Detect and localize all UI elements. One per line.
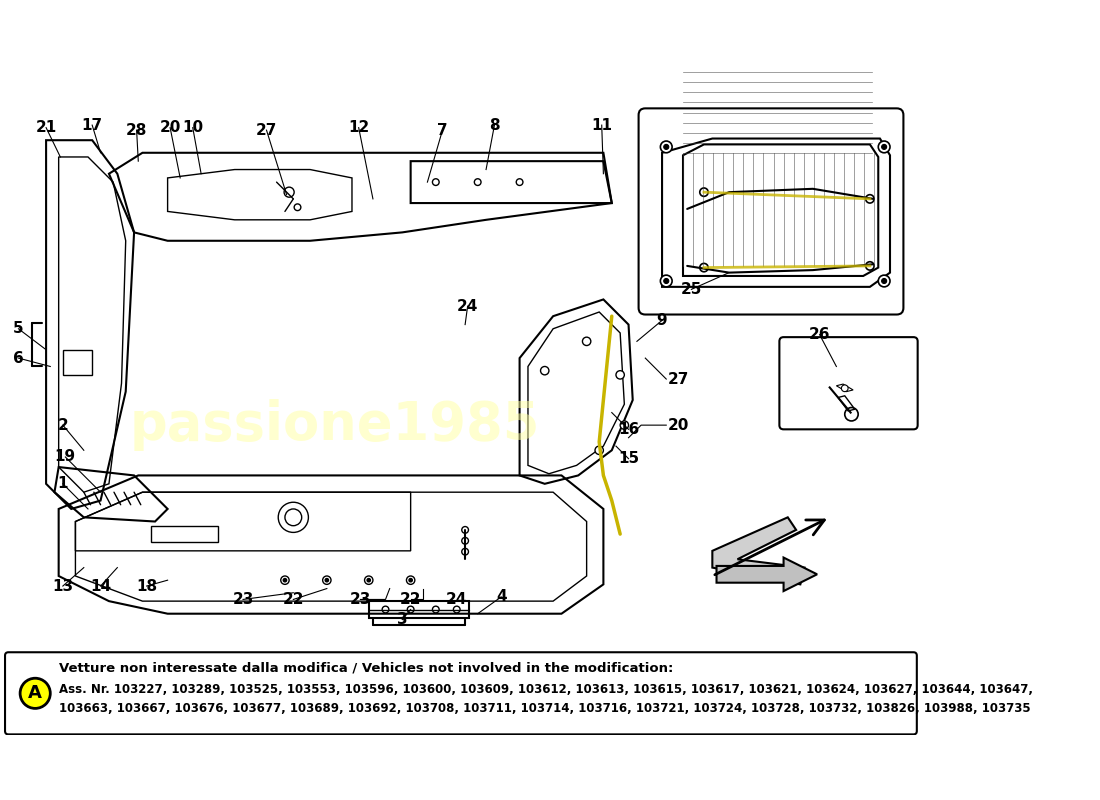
FancyBboxPatch shape (6, 652, 916, 734)
Circle shape (474, 178, 481, 186)
Text: 14: 14 (90, 578, 111, 594)
Polygon shape (713, 518, 804, 584)
Text: 17: 17 (81, 118, 102, 133)
Text: 6: 6 (13, 350, 24, 366)
FancyBboxPatch shape (639, 108, 903, 314)
Circle shape (453, 606, 460, 613)
Circle shape (616, 370, 625, 379)
Circle shape (663, 144, 669, 150)
Circle shape (382, 606, 389, 613)
Circle shape (462, 538, 469, 544)
Circle shape (842, 385, 848, 392)
Circle shape (881, 144, 887, 150)
Text: 5: 5 (13, 322, 24, 336)
Text: 12: 12 (348, 120, 370, 135)
Circle shape (582, 337, 591, 346)
Text: 11: 11 (591, 118, 613, 133)
Circle shape (700, 263, 708, 272)
Circle shape (409, 578, 412, 582)
Text: 8: 8 (490, 118, 499, 133)
Text: 22: 22 (283, 592, 304, 607)
Circle shape (866, 194, 874, 203)
Text: 1: 1 (57, 476, 68, 491)
Text: 7: 7 (437, 122, 448, 138)
Circle shape (866, 262, 874, 270)
Circle shape (294, 204, 301, 210)
Circle shape (364, 576, 373, 584)
Circle shape (660, 141, 672, 153)
Text: 25: 25 (681, 282, 702, 297)
Polygon shape (716, 558, 817, 591)
Text: 24: 24 (456, 298, 478, 314)
Circle shape (516, 178, 522, 186)
Text: 26: 26 (808, 327, 830, 342)
Circle shape (407, 576, 415, 584)
Text: 27: 27 (256, 122, 277, 138)
Circle shape (462, 548, 469, 555)
Text: 28: 28 (125, 122, 147, 138)
Circle shape (20, 678, 51, 709)
Text: 16: 16 (618, 422, 639, 437)
Circle shape (326, 578, 329, 582)
Text: 21: 21 (35, 120, 57, 135)
Circle shape (845, 407, 858, 421)
Circle shape (407, 606, 414, 613)
Text: 3: 3 (397, 612, 408, 627)
Text: 23: 23 (232, 592, 254, 607)
Text: A: A (29, 684, 42, 702)
Circle shape (700, 188, 708, 196)
Circle shape (540, 366, 549, 375)
Text: 22: 22 (400, 592, 421, 607)
Text: 103663, 103667, 103676, 103677, 103689, 103692, 103708, 103711, 103714, 103716, : 103663, 103667, 103676, 103677, 103689, … (58, 702, 1031, 715)
Circle shape (278, 502, 308, 533)
Circle shape (595, 446, 604, 454)
Text: 24: 24 (446, 592, 468, 607)
Text: passione1985: passione1985 (130, 399, 540, 451)
Circle shape (284, 578, 287, 582)
Text: 10: 10 (183, 120, 204, 135)
Bar (151, 526, 218, 542)
Circle shape (878, 275, 890, 287)
Text: 18: 18 (136, 578, 157, 594)
FancyBboxPatch shape (780, 337, 917, 430)
Text: 15: 15 (618, 451, 639, 466)
Text: 27: 27 (668, 371, 690, 386)
Circle shape (878, 141, 890, 153)
Circle shape (462, 526, 469, 534)
Text: 20: 20 (668, 418, 690, 433)
Circle shape (881, 278, 887, 283)
Text: 9: 9 (657, 313, 668, 328)
Circle shape (432, 178, 439, 186)
Circle shape (367, 578, 371, 582)
Text: 19: 19 (55, 450, 76, 465)
Circle shape (660, 275, 672, 287)
Text: 4: 4 (496, 590, 506, 605)
Circle shape (280, 576, 289, 584)
Text: Ass. Nr. 103227, 103289, 103525, 103553, 103596, 103600, 103609, 103612, 103613,: Ass. Nr. 103227, 103289, 103525, 103553,… (58, 682, 1033, 696)
Circle shape (432, 606, 439, 613)
Text: 23: 23 (350, 592, 371, 607)
Circle shape (620, 421, 628, 430)
Circle shape (663, 278, 669, 283)
Text: 2: 2 (57, 418, 68, 433)
Text: Vetture non interessate dalla modifica / Vehicles not involved in the modificati: Vetture non interessate dalla modifica /… (58, 662, 673, 674)
Circle shape (284, 187, 294, 197)
Text: 20: 20 (160, 120, 180, 135)
Circle shape (322, 576, 331, 584)
Text: 13: 13 (53, 578, 74, 594)
